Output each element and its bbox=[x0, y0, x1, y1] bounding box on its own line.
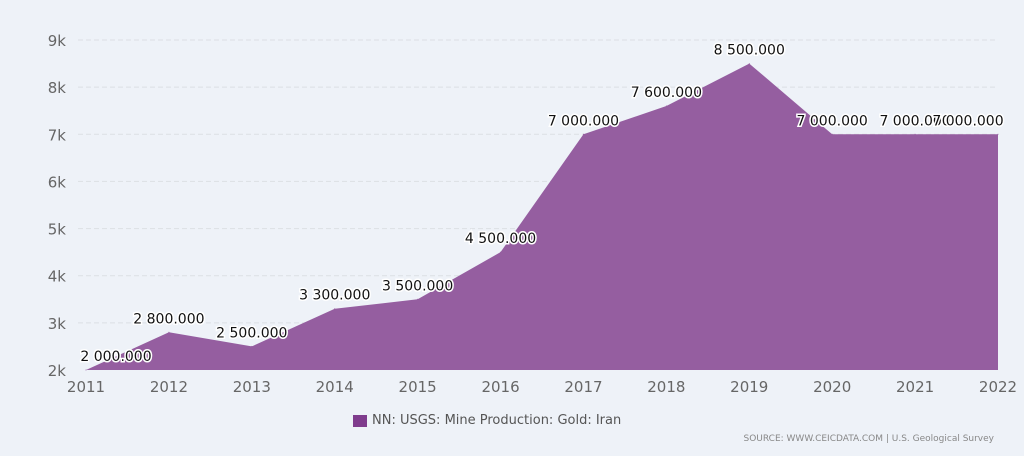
legend-item[interactable]: NN: USGS: Mine Production: Gold: Iran bbox=[353, 413, 621, 428]
data-label: 7 000.000 bbox=[932, 113, 1003, 129]
data-point bbox=[997, 133, 999, 135]
data-point bbox=[334, 308, 336, 310]
data-label: 3 300.000 bbox=[299, 288, 370, 304]
x-tick-label: 2020 bbox=[813, 378, 851, 396]
area-series bbox=[86, 63, 998, 370]
data-label: 3 500.000 bbox=[382, 278, 453, 294]
data-label: 2 000.000 bbox=[80, 349, 151, 365]
data-label: 7 000.000 bbox=[879, 113, 950, 129]
y-tick-label: 2k bbox=[48, 362, 67, 380]
data-point bbox=[251, 345, 253, 347]
y-tick-label: 3k bbox=[48, 315, 67, 333]
x-tick-label: 2015 bbox=[399, 378, 437, 396]
data-label: 2 500.000 bbox=[216, 325, 287, 341]
data-label: 7 000.000 bbox=[797, 113, 868, 129]
data-label: 7 600.000 bbox=[631, 85, 702, 101]
data-point bbox=[665, 105, 667, 107]
data-point bbox=[914, 133, 916, 135]
x-tick-label: 2011 bbox=[67, 378, 105, 396]
y-tick-label: 5k bbox=[48, 221, 67, 239]
x-tick-label: 2012 bbox=[150, 378, 188, 396]
data-label: 4 500.000 bbox=[465, 231, 536, 247]
data-label: 2 800.000 bbox=[133, 311, 204, 327]
x-tick-label: 2016 bbox=[481, 378, 519, 396]
x-tick-label: 2019 bbox=[730, 378, 768, 396]
y-tick-label: 4k bbox=[48, 268, 67, 286]
x-tick-label: 2017 bbox=[564, 378, 602, 396]
data-point bbox=[831, 133, 833, 135]
data-point bbox=[582, 133, 584, 135]
legend-swatch bbox=[353, 414, 367, 427]
legend-label: NN: USGS: Mine Production: Gold: Iran bbox=[372, 413, 622, 428]
data-point bbox=[417, 298, 419, 300]
y-tick-label: 6k bbox=[48, 173, 67, 191]
x-tick-label: 2013 bbox=[233, 378, 271, 396]
data-point bbox=[85, 369, 87, 371]
data-point bbox=[168, 331, 170, 333]
y-tick-label: 9k bbox=[48, 32, 67, 50]
x-tick-label: 2022 bbox=[979, 378, 1017, 396]
y-tick-label: 7k bbox=[48, 126, 67, 144]
y-tick-label: 8k bbox=[48, 79, 67, 97]
data-label: 8 500.000 bbox=[714, 43, 785, 59]
source-note: SOURCE: WWW.CEICDATA.COM | U.S. Geologic… bbox=[743, 434, 994, 444]
data-point bbox=[500, 251, 502, 253]
data-point bbox=[748, 63, 750, 65]
x-tick-label: 2014 bbox=[316, 378, 354, 396]
x-tick-label: 2021 bbox=[896, 378, 934, 396]
data-label: 7 000.000 bbox=[548, 113, 619, 129]
x-tick-label: 2018 bbox=[647, 378, 685, 396]
